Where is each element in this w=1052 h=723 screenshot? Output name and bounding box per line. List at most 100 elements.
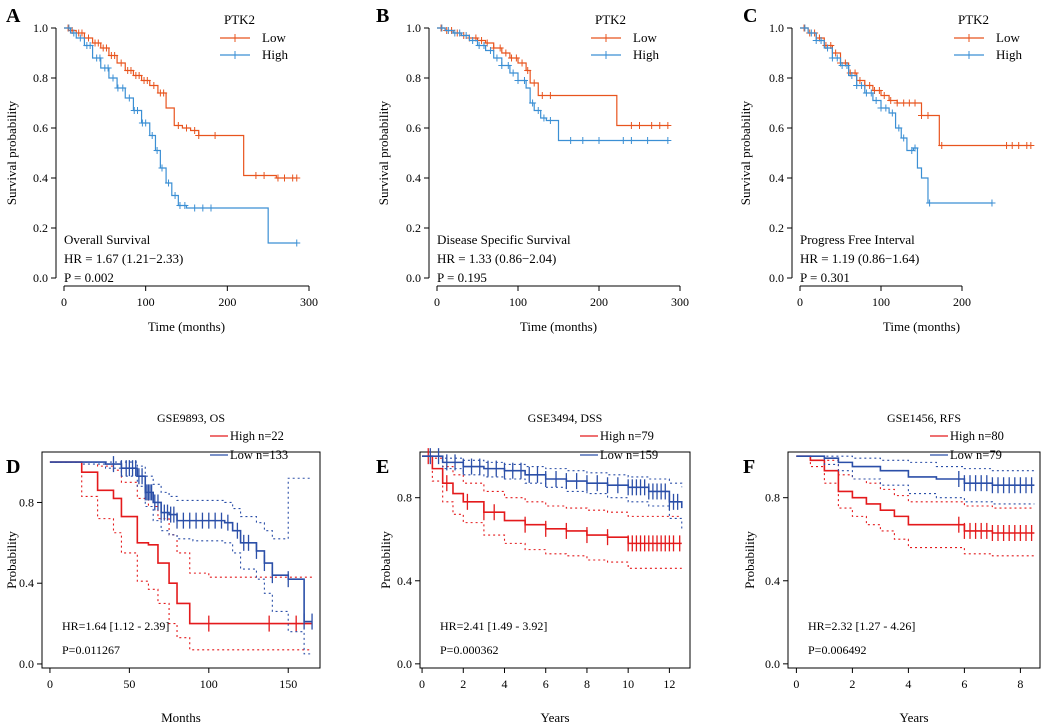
censor-mark bbox=[462, 32, 470, 39]
censor-mark bbox=[856, 77, 864, 84]
censor-mark bbox=[207, 204, 215, 212]
censor-mark bbox=[875, 87, 883, 94]
annotation: HR = 1.67 (1.21−2.33) bbox=[64, 251, 183, 266]
censor-mark bbox=[512, 54, 520, 62]
legend-entry: Low n=159 bbox=[600, 448, 658, 462]
censor-mark bbox=[534, 107, 542, 114]
series-low bbox=[796, 455, 1035, 505]
censor-mark bbox=[195, 132, 203, 139]
censor-mark bbox=[546, 92, 554, 99]
x-axis-label: Time (months) bbox=[520, 319, 597, 334]
legend-entry: Low bbox=[262, 30, 286, 45]
y-axis-label: Survival probability bbox=[4, 100, 19, 205]
legend-entry: Low n=133 bbox=[230, 448, 288, 462]
x-tick-label: 200 bbox=[218, 295, 236, 309]
chart-d: 0 50 100 150 0.0 0.4 0.8 Months Probability GSE98… bbox=[4, 411, 321, 723]
censor-mark bbox=[281, 174, 288, 182]
censor-mark bbox=[895, 124, 903, 132]
censor-mark bbox=[938, 142, 946, 149]
censor-mark bbox=[911, 99, 919, 107]
censor-mark bbox=[142, 119, 150, 127]
x-tick-label: 200 bbox=[590, 295, 608, 309]
censor-mark bbox=[109, 74, 117, 82]
censor-mark bbox=[595, 137, 603, 144]
annotation: HR=2.41 [1.49 - 3.92] bbox=[440, 619, 547, 633]
ci-upper-line bbox=[49, 461, 313, 540]
panel-label-d: D bbox=[6, 456, 20, 478]
legend-censor-mark bbox=[602, 51, 610, 59]
x-tick-label: 2 bbox=[460, 677, 466, 691]
plot-frame bbox=[41, 451, 321, 669]
chart-f: 0 2 4 6 8 0.0 0.4 0.8 Years Probability GSE1456, R… bbox=[742, 411, 1041, 723]
censor-mark bbox=[150, 82, 158, 89]
y-tick-label: 0.4 bbox=[397, 574, 412, 588]
series-high bbox=[796, 455, 1035, 557]
y-tick-label: 0.4 bbox=[19, 576, 34, 590]
censor-mark bbox=[252, 172, 260, 179]
annotation: HR = 1.33 (0.86−2.04) bbox=[437, 251, 556, 266]
censor-mark bbox=[498, 62, 506, 69]
y-tick-label: 0.4 bbox=[33, 171, 48, 185]
ci-lower-line bbox=[796, 455, 1035, 505]
censor-mark bbox=[102, 44, 110, 52]
ci-lower-line bbox=[49, 461, 313, 655]
censor-mark bbox=[135, 72, 143, 79]
annotation: HR=2.32 [1.27 - 4.26] bbox=[808, 619, 915, 633]
y-tick-label: 1.0 bbox=[406, 21, 421, 35]
y-tick-label: 0.2 bbox=[33, 221, 48, 235]
y-tick-label: 0.6 bbox=[33, 121, 48, 135]
censor-mark bbox=[1008, 142, 1016, 149]
chart-c: 0 100 200 0.0 0.2 0.4 0.6 0.8 1.0 Time (months) Su… bbox=[738, 12, 1035, 334]
ci-upper-line bbox=[796, 455, 1035, 509]
y-tick-label: 0.0 bbox=[19, 657, 34, 671]
chart-title: GSE1456, RFS bbox=[887, 411, 961, 425]
x-tick-label: 10 bbox=[622, 677, 634, 691]
censor-mark bbox=[65, 24, 73, 32]
y-tick-label: 0.6 bbox=[769, 121, 784, 135]
annotation: P=0.011267 bbox=[62, 643, 120, 657]
annotation: P = 0.002 bbox=[64, 270, 114, 285]
ci-upper-line bbox=[49, 461, 313, 578]
censor-mark bbox=[893, 99, 901, 107]
censor-mark bbox=[627, 122, 635, 129]
x-tick-label: 100 bbox=[200, 677, 218, 691]
x-tick-label: 150 bbox=[279, 677, 297, 691]
y-axis-label: Probability bbox=[742, 531, 757, 589]
annotation: HR = 1.19 (0.86−1.64) bbox=[800, 251, 919, 266]
censor-mark bbox=[86, 42, 94, 49]
censor-mark bbox=[664, 137, 672, 144]
x-tick-label: 6 bbox=[961, 677, 967, 691]
y-axis-label: Probability bbox=[4, 531, 19, 589]
censor-mark bbox=[524, 67, 532, 74]
censor-mark bbox=[518, 59, 526, 67]
censor-mark bbox=[872, 97, 880, 104]
censor-mark bbox=[502, 49, 510, 57]
series-high bbox=[422, 448, 682, 569]
censor-mark bbox=[478, 37, 486, 44]
y-tick-label: 0.0 bbox=[406, 271, 421, 285]
censor-mark bbox=[171, 192, 179, 199]
y-tick-label: 0.4 bbox=[765, 574, 780, 588]
chart-b: 0 100 200 300 0.0 0.2 0.4 0.6 0.8 1.0 Time (months… bbox=[376, 12, 689, 334]
annotation: P = 0.195 bbox=[437, 270, 487, 285]
censor-mark bbox=[444, 27, 452, 34]
x-tick-label: 300 bbox=[300, 295, 318, 309]
x-tick-label: 100 bbox=[509, 295, 527, 309]
y-tick-label: 0.8 bbox=[19, 495, 34, 509]
y-axis-label: Probability bbox=[378, 531, 393, 589]
censor-mark bbox=[619, 137, 627, 144]
x-tick-label: 12 bbox=[663, 677, 675, 691]
y-tick-label: 0.8 bbox=[397, 491, 412, 505]
censor-mark bbox=[191, 204, 199, 212]
series-low bbox=[422, 448, 683, 531]
ci-upper-line bbox=[422, 455, 682, 517]
censor-mark bbox=[567, 137, 575, 144]
x-tick-label: 8 bbox=[1017, 677, 1023, 691]
censor-mark bbox=[529, 99, 537, 107]
censor-mark bbox=[119, 84, 127, 92]
legend-censor-mark bbox=[965, 51, 973, 59]
censor-mark bbox=[493, 54, 501, 62]
series-low bbox=[49, 456, 313, 655]
annotation: Disease Specific Survival bbox=[437, 232, 571, 247]
censor-mark bbox=[888, 109, 896, 117]
